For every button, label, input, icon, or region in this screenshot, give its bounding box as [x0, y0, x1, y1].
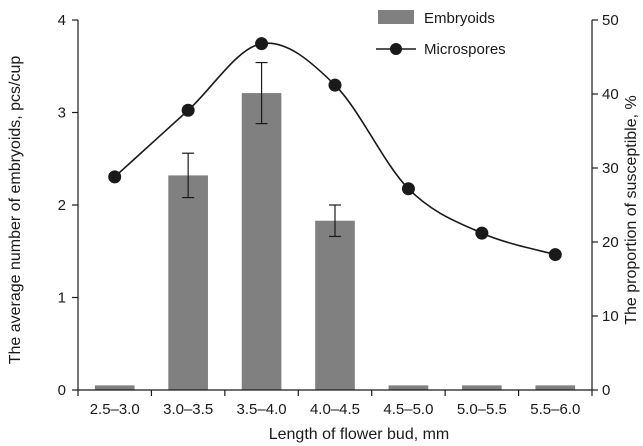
right-y-tick-label: 0	[602, 382, 610, 399]
bar-5.5–6.0	[535, 385, 576, 390]
microspores-point-4.5–5.0	[401, 182, 415, 196]
left-y-tick-label: 0	[58, 382, 66, 399]
x-tick-label: 4.0–4.5	[310, 401, 360, 418]
x-tick-label: 3.5–4.0	[237, 401, 287, 418]
right-y-tick-label: 30	[602, 160, 619, 177]
right-y-tick-label: 50	[602, 12, 619, 29]
bar-4.0–4.5	[315, 220, 355, 390]
x-tick-label: 2.5–3.0	[90, 401, 140, 418]
axes: Length of flower bud, mm The average num…	[7, 12, 640, 443]
legend-label-microspores: Microspores	[424, 41, 506, 58]
microspores-point-5.5–6.0	[548, 248, 562, 262]
right-y-tick-label: 20	[602, 234, 619, 251]
bar-3.5–4.0	[241, 93, 282, 390]
right-y-axis-title: The proportion of susceptible, %	[623, 95, 640, 324]
left-y-tick-label: 1	[58, 290, 66, 307]
legend-bar-swatch	[378, 10, 414, 24]
legend-label-embryoids: Embryoids	[424, 10, 495, 27]
left-y-tick-label: 3	[58, 105, 66, 122]
legend: Embryoids Microspores	[376, 10, 506, 58]
microspores-point-5.0–5.5	[475, 226, 489, 240]
plot-area	[94, 37, 576, 390]
microspores-point-3.0–3.5	[181, 103, 195, 117]
left-y-tick-label: 2	[58, 197, 66, 214]
x-tick-label: 5.5–6.0	[530, 401, 580, 418]
bar-3.0–3.5	[168, 175, 208, 390]
left-y-axis-title: The average number of embryoids, pcs/cup	[7, 56, 24, 365]
legend-marker-swatch	[390, 43, 402, 55]
bar-2.5–3.0	[94, 385, 135, 390]
bar-4.5–5.0	[388, 385, 429, 390]
x-tick-label: 5.0–5.5	[457, 401, 507, 418]
microspores-point-4.0–4.5	[328, 78, 342, 92]
microspores-point-3.5–4.0	[255, 37, 269, 51]
bar-5.0–5.5	[462, 385, 502, 390]
microspores-point-2.5–3.0	[108, 170, 122, 184]
left-y-tick-label: 4	[58, 12, 66, 29]
x-axis-title: Length of flower bud, mm	[269, 426, 450, 443]
right-y-tick-label: 40	[602, 86, 619, 103]
right-y-tick-label: 10	[602, 308, 619, 325]
x-tick-label: 4.5–5.0	[383, 401, 433, 418]
x-tick-label: 3.0–3.5	[163, 401, 213, 418]
